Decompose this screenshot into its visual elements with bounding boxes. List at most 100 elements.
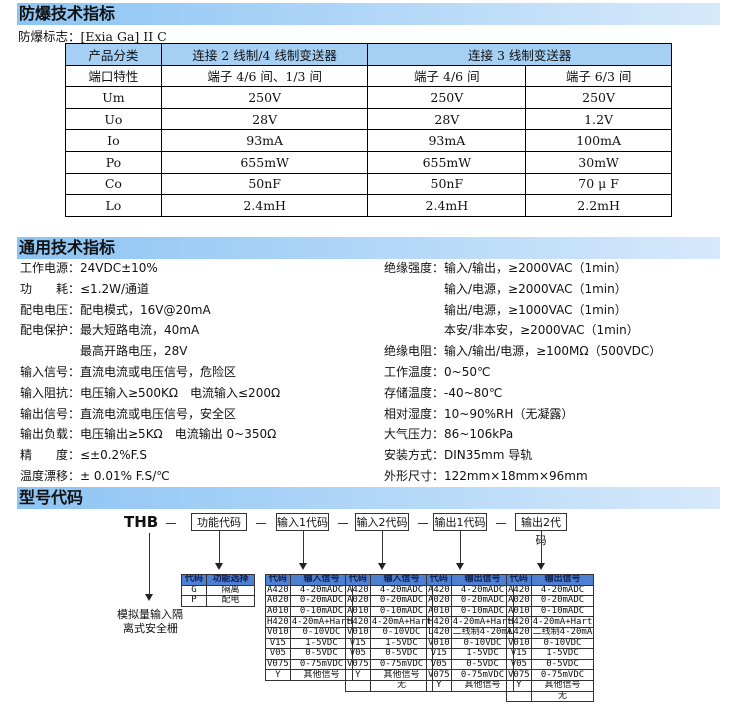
table-cell: V075 (265, 658, 291, 671)
table-cell: A020 (345, 595, 371, 607)
table-cell: G (181, 584, 207, 597)
table-cell: 0-10mADC (450, 605, 515, 618)
table-cell: Co (65, 172, 162, 196)
table-cell: 0-10mADC (369, 605, 434, 618)
table-cell: Um (65, 86, 162, 109)
code-table-row: Y 其他信号 (506, 679, 595, 692)
header-cell: 输出信号 (450, 574, 515, 586)
header-cell: 输出信号 (530, 574, 595, 586)
arrow-down-icon (145, 594, 153, 601)
table-cell: 4-20mA+Hart (530, 616, 595, 628)
table-cell: 配电 (206, 595, 255, 607)
header-cell: 代码 (265, 574, 291, 586)
arrow-line (219, 531, 220, 564)
code-table-row: H420 4-20mA+Hart (426, 616, 515, 628)
table-cell: A010 (426, 605, 452, 618)
code-table-header: 代码 输出信号 (426, 574, 515, 586)
table-cell: 0-75mVDC (369, 658, 434, 671)
code-table-row: V075 0-75mVDC (506, 669, 595, 681)
table-cell: Uo (65, 107, 162, 131)
table-cell: 其他信号 (369, 669, 434, 681)
spec-item: 大气压力：86~106kPa (384, 427, 514, 442)
code-table-row: G 隔离 (181, 584, 255, 597)
code-table-row: V05 0-5VDC (345, 648, 434, 660)
code-table-row: V075 0-75mVDC (426, 669, 515, 681)
code-table-row: V010 0-10VDC (265, 626, 354, 639)
code-table-row: A020 0-20mADC (345, 595, 434, 607)
table-cell: 二线制4-20mA (450, 626, 515, 639)
table-cell: A020 (426, 595, 452, 607)
code-table-header: 代码 输出信号 (506, 574, 595, 586)
code-table-header: 代码 功能选择 (181, 574, 255, 586)
code-table-row: A020 0-20mADC (506, 595, 595, 607)
spec-item: 配电电压：配电模式，16V@20mA (20, 302, 211, 317)
code-table-row: L420 二线制4-20mA (506, 626, 595, 639)
spec-item: 输出/电源，≥1000VAC（1min） (384, 302, 627, 317)
arrow-down-icon (215, 563, 223, 570)
table-cell: 1-5VDC (530, 648, 595, 660)
spec-item: 绝缘电阻：输入/输出/电源，≥100MΩ（500VDC） (384, 344, 662, 359)
table-cell: 93mA (160, 129, 369, 152)
dash-separator (256, 523, 266, 524)
spec-item: 存储温度：-40~80℃ (384, 385, 503, 400)
header-cell: 输入信号 (289, 574, 354, 586)
table-cell: V010 (265, 626, 291, 639)
table-cell: A010 (265, 605, 291, 618)
section-header-general-specs: 通用技术指标 (17, 237, 720, 259)
spec-item: 工作温度：0~50℃ (384, 364, 491, 379)
table-cell: 0-5VDC (530, 658, 595, 671)
spec-item: 工作电源：24VDC±10% (20, 261, 158, 275)
code-box: 功能代码 (191, 513, 247, 531)
table-cell: 655mW (367, 150, 527, 174)
model-prefix: THB (124, 513, 159, 531)
table-cell: 1.2V (525, 107, 672, 131)
code-table-row: A020 0-20mADC (265, 595, 354, 607)
code-table: 代码 输出信号 A420 4-20mADC A020 0-20mADC A010 0-10mA… (506, 574, 595, 703)
code-table-row: L420 二线制4-20mA (426, 626, 515, 639)
code-table-header: 代码 输入信号 (345, 574, 434, 586)
code-table-row: A010 0-10mADC (426, 605, 515, 618)
table-cell: 50nF (160, 172, 369, 196)
header-cell: 代码 (506, 574, 532, 586)
header-cell: 连接 3 线制变送器 (367, 43, 672, 66)
table-cell: L420 (426, 626, 452, 639)
dash-separator (496, 523, 506, 524)
header-cell: 端子 4/6 间、1/3 间 (160, 64, 369, 88)
table-cell: V05 (265, 648, 291, 660)
spec-item: 输入/电源，≥2000VAC（1min） (384, 281, 627, 296)
table-cell: 隔离 (206, 584, 255, 597)
code-box: 输入1代码 (276, 513, 329, 531)
table-cell: 无 (530, 690, 595, 703)
spec-list-right: 绝缘强度：输入/输出，≥2000VAC（1min） 输入/电源，≥2000VAC… (384, 258, 661, 487)
table-cell: V05 (426, 658, 452, 671)
table-cell: 93mA (367, 129, 527, 152)
table-cell: 28V (367, 107, 527, 131)
header-cell: 产品分类 (65, 43, 162, 66)
table-cell: 0-5VDC (289, 648, 354, 660)
dash-separator (166, 523, 176, 524)
table-cell: 50nF (367, 172, 527, 196)
table-subheader-row: 端口特性 端子 4/6 间、1/3 间端子 4/6 间端子 6/3 间 (65, 64, 672, 88)
header-cell: 连接 2 线制/4 线制变送器 (160, 43, 369, 66)
table-cell: 4-20mADC (289, 584, 354, 597)
code-table-row: A010 0-10mADC (265, 605, 354, 618)
arrow-down-icon (299, 563, 307, 570)
code-table-row: V010 0-10VDC (426, 637, 515, 650)
spec-item: 输入信号：直流电流或电压信号，危险区 (20, 364, 237, 379)
code-table-row: V05 0-5VDC (426, 658, 515, 671)
code-table-row: Y 其他信号 (426, 679, 515, 692)
table-cell: A420 (426, 584, 452, 597)
table-cell: V15 (426, 648, 452, 660)
table-cell: 0-20mADC (369, 595, 434, 607)
code-table-row: V075 0-75mVDC (345, 658, 434, 671)
spec-item: 本安/非本安，≥2000VAC（1min） (384, 323, 639, 338)
table-cell: 70 μ F (525, 172, 672, 196)
table-row: Um 250V 250V 250V (65, 86, 672, 109)
table-cell: H420 (345, 616, 371, 628)
table-cell: 0-75mVDC (530, 669, 595, 681)
code-table-row: Y 其他信号 (345, 669, 434, 681)
table-cell: P (181, 595, 207, 607)
spec-item: 温度漂移：± 0.01% F.S/℃ (20, 468, 170, 483)
code-table-row: A420 4-20mADC (265, 584, 354, 597)
table-cell: 其他信号 (530, 679, 595, 692)
